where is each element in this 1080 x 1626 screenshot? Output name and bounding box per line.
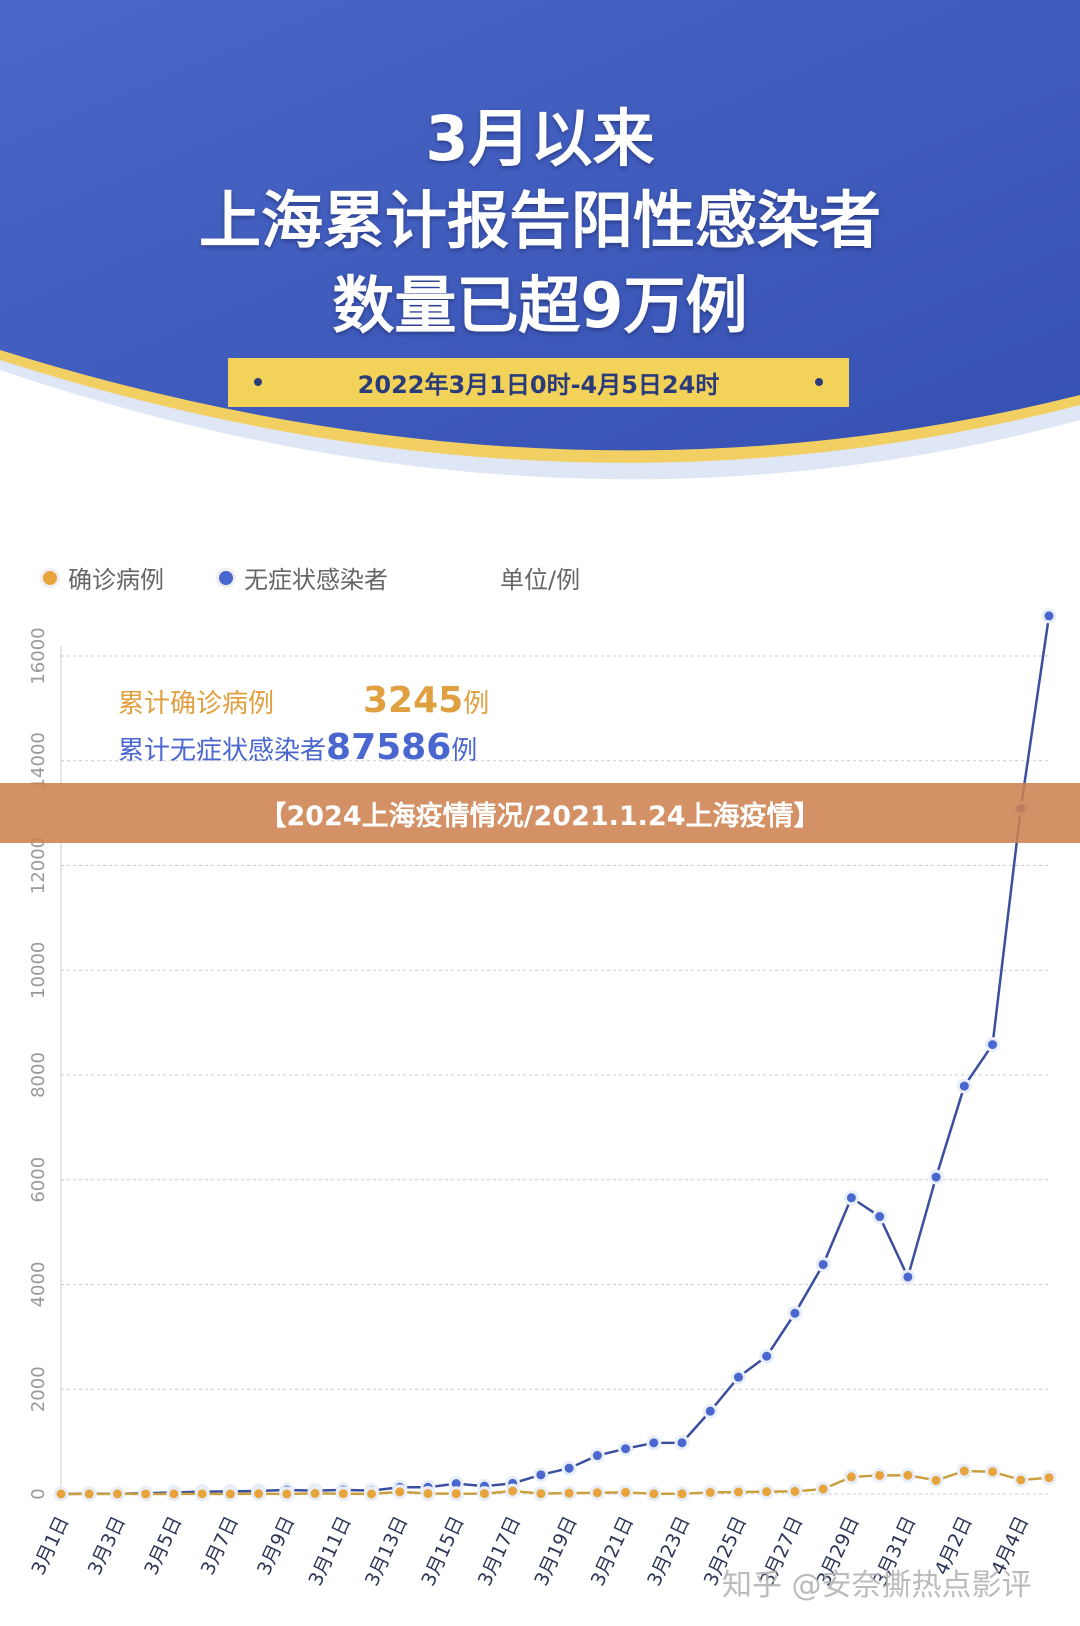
legend-dot-icon bbox=[40, 567, 60, 588]
x-tick-label: 3月21日 bbox=[587, 1513, 638, 1590]
legend-label: 确诊病例 bbox=[68, 566, 164, 594]
data-point bbox=[138, 1486, 154, 1502]
title-banner: 【2024上海疫情情况/2021.1.24上海疫情】 bbox=[0, 783, 1080, 843]
data-point bbox=[589, 1448, 605, 1464]
x-tick-label: 3月5日 bbox=[140, 1513, 186, 1579]
y-tick-label: 6000 bbox=[28, 1157, 49, 1203]
data-point bbox=[843, 1469, 859, 1485]
data-point bbox=[194, 1486, 210, 1502]
data-point bbox=[307, 1485, 323, 1501]
data-point bbox=[251, 1486, 267, 1502]
legend-dot-icon bbox=[216, 567, 236, 588]
data-point bbox=[702, 1484, 718, 1500]
x-tick-label: 3月13日 bbox=[361, 1513, 412, 1590]
data-point bbox=[985, 1464, 1001, 1480]
legend-asymptomatic: 无症状感染者 bbox=[216, 560, 388, 595]
x-tick-label: 3月7日 bbox=[197, 1513, 243, 1579]
summary-confirmed-label: 累计确诊病例 bbox=[118, 689, 275, 719]
data-point bbox=[589, 1485, 605, 1501]
data-point bbox=[1013, 1472, 1029, 1488]
x-tick-label: 3月19日 bbox=[530, 1513, 581, 1590]
data-point bbox=[618, 1484, 634, 1500]
data-point bbox=[618, 1441, 634, 1457]
data-point bbox=[53, 1486, 69, 1502]
data-point bbox=[279, 1486, 295, 1502]
data-point bbox=[843, 1190, 859, 1206]
y-tick-label: 14000 bbox=[28, 732, 49, 789]
data-point bbox=[730, 1484, 746, 1500]
data-point bbox=[702, 1403, 718, 1419]
title-line1: 3月以来 bbox=[425, 102, 655, 175]
series-line bbox=[60, 615, 1051, 1496]
data-point bbox=[787, 1305, 803, 1321]
data-point bbox=[533, 1467, 549, 1483]
data-point bbox=[646, 1486, 662, 1502]
y-tick-label: 2000 bbox=[28, 1366, 49, 1412]
x-tick-label: 3月9日 bbox=[253, 1513, 299, 1579]
x-tick-label: 3月3日 bbox=[84, 1513, 130, 1579]
y-tick-label: 10000 bbox=[28, 942, 49, 999]
data-point bbox=[646, 1435, 662, 1451]
y-tick-label: 12000 bbox=[28, 837, 49, 894]
date-range: 2022年3月1日0时-4月5日24时 bbox=[357, 371, 720, 399]
data-point bbox=[872, 1467, 888, 1483]
title-line3: 数量已超9万例 bbox=[332, 269, 748, 342]
data-point bbox=[759, 1348, 775, 1364]
legend-label: 无症状感染者 bbox=[244, 566, 388, 594]
y-tick-label: 0 bbox=[28, 1488, 49, 1499]
bullet-icon bbox=[815, 378, 823, 386]
data-point bbox=[674, 1435, 690, 1451]
data-point bbox=[533, 1486, 549, 1502]
data-point bbox=[448, 1486, 464, 1502]
data-point bbox=[815, 1257, 831, 1273]
data-point bbox=[787, 1483, 803, 1499]
data-point bbox=[81, 1486, 97, 1502]
data-point bbox=[561, 1485, 577, 1501]
data-point bbox=[166, 1486, 182, 1502]
unit-label: 单位/例 bbox=[500, 566, 581, 594]
watermark: 知乎 @安奈撕热点影评 bbox=[722, 1568, 1032, 1603]
data-point bbox=[561, 1460, 577, 1476]
summary-asym-value: 87586 bbox=[326, 727, 452, 768]
y-tick-label: 8000 bbox=[28, 1052, 49, 1098]
data-point bbox=[985, 1037, 1001, 1053]
title-line2: 上海累计报告阳性感染者 bbox=[198, 184, 881, 257]
summary-confirmed-value: 3245 bbox=[363, 680, 464, 721]
data-point bbox=[476, 1486, 492, 1502]
legend-confirmed: 确诊病例 bbox=[40, 560, 164, 595]
data-point bbox=[505, 1483, 521, 1499]
unit: 例 bbox=[463, 689, 490, 719]
data-point bbox=[364, 1486, 380, 1502]
data-point bbox=[335, 1486, 351, 1502]
data-point bbox=[815, 1481, 831, 1497]
x-tick-label: 3月23日 bbox=[643, 1513, 694, 1590]
summary-confirmed: 累计确诊病例 3245例 bbox=[118, 680, 489, 721]
data-point bbox=[1041, 1470, 1057, 1486]
data-point bbox=[674, 1486, 690, 1502]
bullet-icon bbox=[254, 378, 262, 386]
data-point bbox=[956, 1463, 972, 1479]
data-point bbox=[900, 1467, 916, 1483]
data-point bbox=[872, 1209, 888, 1225]
data-point bbox=[730, 1369, 746, 1385]
y-tick-label: 16000 bbox=[28, 627, 49, 684]
data-point bbox=[956, 1078, 972, 1094]
date-range-bar: 2022年3月1日0时-4月5日24时 bbox=[228, 358, 849, 407]
y-tick-label: 4000 bbox=[28, 1262, 49, 1308]
x-tick-label: 3月1日 bbox=[27, 1513, 73, 1579]
x-tick-label: 3月17日 bbox=[474, 1513, 525, 1590]
data-point bbox=[928, 1472, 944, 1488]
data-point bbox=[392, 1484, 408, 1500]
data-point bbox=[900, 1269, 916, 1285]
data-point bbox=[759, 1484, 775, 1500]
data-point bbox=[420, 1486, 436, 1502]
x-tick-label: 3月15日 bbox=[417, 1513, 468, 1590]
data-point bbox=[928, 1169, 944, 1185]
data-point bbox=[222, 1486, 238, 1502]
data-point bbox=[1041, 608, 1057, 624]
data-point bbox=[109, 1486, 125, 1502]
x-tick-label: 3月11日 bbox=[304, 1513, 355, 1590]
